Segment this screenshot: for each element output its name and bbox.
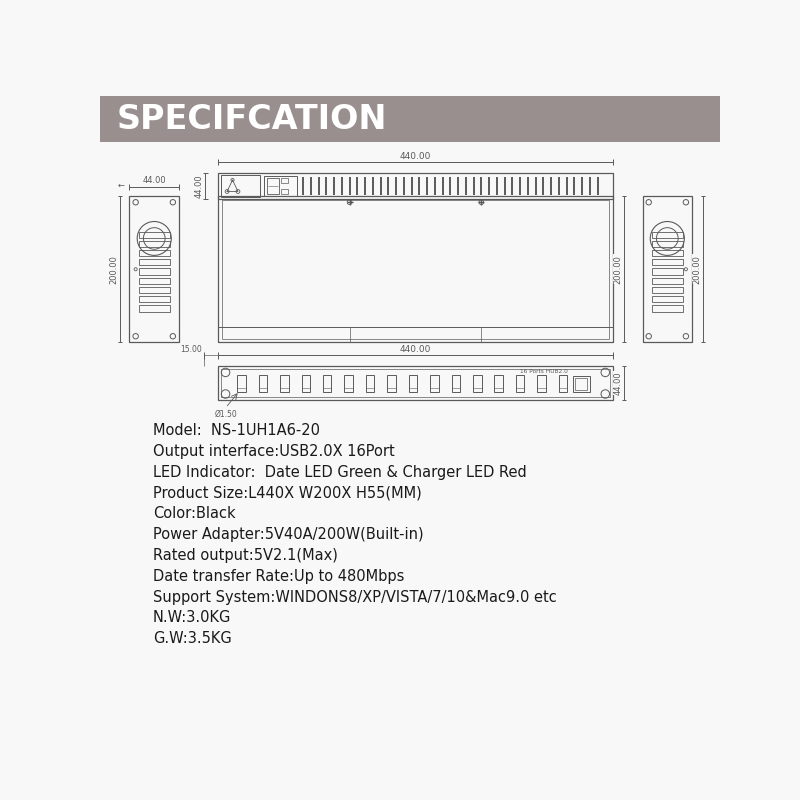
- Text: 200.00: 200.00: [110, 255, 118, 284]
- Bar: [652, 259, 683, 266]
- Text: Model:  NS-1UH1A6-20: Model: NS-1UH1A6-20: [153, 423, 320, 438]
- Bar: [652, 287, 683, 293]
- Text: G.W:3.5KG: G.W:3.5KG: [153, 631, 231, 646]
- Text: 200.00: 200.00: [692, 255, 702, 284]
- Bar: [264, 176, 297, 196]
- Text: 44.00: 44.00: [142, 176, 166, 186]
- Bar: [302, 374, 310, 392]
- Text: Date transfer Rate:Up to 480Mbps: Date transfer Rate:Up to 480Mbps: [153, 569, 404, 584]
- Bar: [538, 374, 546, 392]
- Bar: [130, 196, 179, 342]
- Bar: [558, 374, 567, 392]
- Bar: [281, 178, 288, 183]
- Bar: [652, 241, 683, 247]
- Text: Product Size:L440X W200X H55(MM): Product Size:L440X W200X H55(MM): [153, 486, 422, 501]
- Bar: [221, 175, 260, 197]
- Bar: [138, 306, 170, 311]
- Bar: [652, 231, 683, 238]
- Bar: [451, 374, 460, 392]
- Text: 15.00: 15.00: [181, 345, 202, 354]
- Text: Color:Black: Color:Black: [153, 506, 235, 522]
- Bar: [652, 306, 683, 311]
- Bar: [237, 374, 246, 392]
- Bar: [516, 374, 525, 392]
- Text: Power Adapter:5V40A/200W(Built-in): Power Adapter:5V40A/200W(Built-in): [153, 527, 423, 542]
- Text: 44.00: 44.00: [195, 174, 204, 198]
- Text: 440.00: 440.00: [400, 345, 431, 354]
- Text: Output interface:USB2.0X 16Port: Output interface:USB2.0X 16Port: [153, 444, 394, 459]
- Bar: [218, 327, 613, 342]
- Bar: [366, 374, 374, 392]
- Text: 440.00: 440.00: [400, 152, 431, 161]
- Bar: [652, 296, 683, 302]
- Bar: [100, 96, 720, 142]
- Bar: [652, 269, 683, 274]
- Bar: [138, 287, 170, 293]
- Text: Ø1.50: Ø1.50: [214, 410, 237, 418]
- Bar: [652, 250, 683, 256]
- Bar: [266, 178, 279, 194]
- Text: N.W:3.0KG: N.W:3.0KG: [153, 610, 231, 626]
- Bar: [218, 366, 613, 400]
- Bar: [280, 374, 289, 392]
- Bar: [138, 241, 170, 247]
- Text: SPECIFCATION: SPECIFCATION: [117, 102, 387, 135]
- Text: Support System:WINDONS8/XP/VISTA/7/10&Mac9.0 etc: Support System:WINDONS8/XP/VISTA/7/10&Ma…: [153, 590, 557, 605]
- Bar: [138, 269, 170, 274]
- Bar: [494, 374, 503, 392]
- Bar: [575, 378, 587, 390]
- Bar: [430, 374, 438, 392]
- Bar: [573, 375, 590, 393]
- Bar: [409, 374, 418, 392]
- Text: Rated output:5V2.1(Max): Rated output:5V2.1(Max): [153, 548, 338, 563]
- Bar: [218, 173, 613, 199]
- Bar: [344, 374, 353, 392]
- Bar: [138, 231, 170, 238]
- Text: 16 Ports HUB2.0: 16 Ports HUB2.0: [520, 369, 568, 374]
- Bar: [642, 196, 692, 342]
- Bar: [281, 189, 288, 194]
- Text: 200.00: 200.00: [614, 255, 622, 284]
- Bar: [218, 196, 613, 342]
- Text: LED Indicator:  Date LED Green & Charger LED Red: LED Indicator: Date LED Green & Charger …: [153, 465, 526, 480]
- Text: ←: ←: [118, 181, 125, 190]
- Bar: [138, 296, 170, 302]
- Bar: [473, 374, 482, 392]
- Bar: [138, 250, 170, 256]
- Bar: [138, 259, 170, 266]
- Bar: [221, 370, 610, 397]
- Bar: [323, 374, 331, 392]
- Text: 44.00: 44.00: [614, 371, 622, 395]
- Bar: [222, 200, 609, 338]
- Bar: [258, 374, 267, 392]
- Bar: [652, 278, 683, 284]
- Bar: [387, 374, 396, 392]
- Bar: [138, 278, 170, 284]
